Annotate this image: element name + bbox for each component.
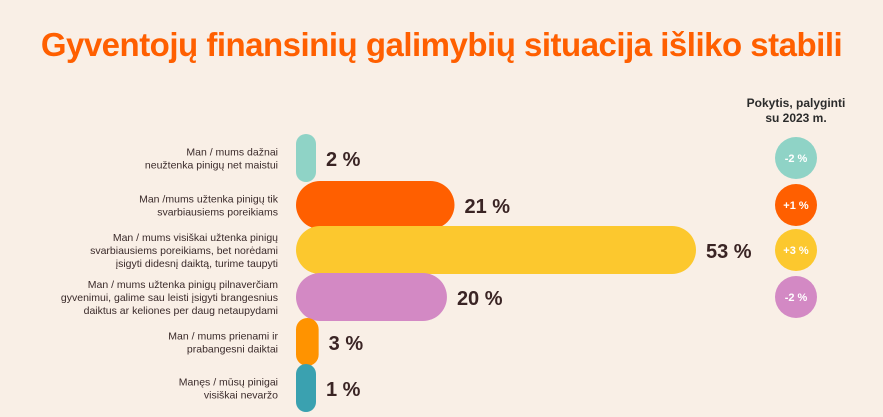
change-header-line-1: Pokytis, palyginti xyxy=(746,96,846,110)
value-label: 20 % xyxy=(457,288,503,310)
category-label: Man / mums visiškai užtenka pinigų svarbi… xyxy=(90,232,278,270)
change-label: -2 % xyxy=(785,153,808,165)
change-label: -2 % xyxy=(785,292,808,304)
change-header-line-2: su 2023 m. xyxy=(765,111,827,125)
category-label: Man /mums užtenka pinigų tik svarbiausiem… xyxy=(139,194,279,219)
value-label: 2 % xyxy=(326,149,361,171)
change-badge xyxy=(775,184,817,226)
category-label: Manęs / mūsų pinigai visiškai nevaržo xyxy=(179,377,278,402)
change-badge xyxy=(775,229,817,271)
value-label: 3 % xyxy=(329,333,364,355)
category-label: Man / mums prienami ir prabangesni daikta… xyxy=(168,331,278,356)
bar xyxy=(296,273,447,321)
value-label: 53 % xyxy=(706,241,752,263)
category-label: Man / mums dažnai neužtenka pinigų net ma… xyxy=(145,147,278,172)
bar xyxy=(296,318,319,366)
change-badge xyxy=(775,276,817,318)
change-label: +1 % xyxy=(783,200,809,212)
bar xyxy=(296,134,316,182)
category-label: Man / mums užtenka pinigų pilnaverčiam gy… xyxy=(61,279,278,317)
bar xyxy=(296,364,316,412)
bar xyxy=(296,226,696,274)
value-label: 21 % xyxy=(464,196,510,218)
chart-title: Gyventojų finansinių galimybių situacija… xyxy=(40,26,843,63)
value-label: 1 % xyxy=(326,379,361,401)
change-column-header: Pokytis, palyginti su 2023 m. xyxy=(735,96,857,126)
bar xyxy=(296,181,455,229)
change-label: +3 % xyxy=(783,245,809,257)
change-badge xyxy=(775,137,817,179)
